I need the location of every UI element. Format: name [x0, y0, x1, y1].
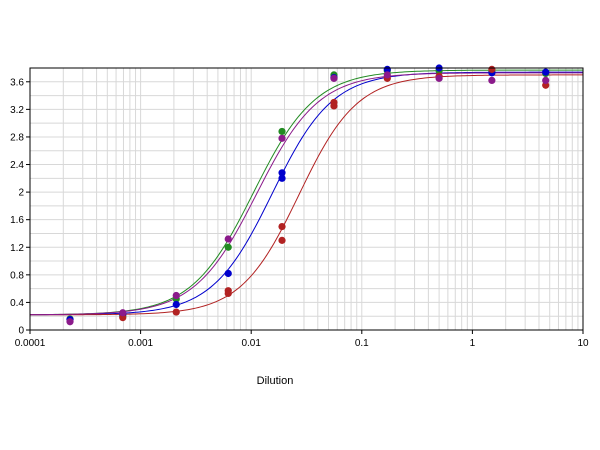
data-point: [383, 71, 391, 79]
data-point: [278, 169, 286, 177]
plot-frame: [29, 67, 584, 331]
y-tick-label: 2: [18, 188, 24, 199]
data-point: [66, 318, 74, 326]
x-tick-label: 0.001: [128, 338, 153, 349]
x-axis-label: Dilution: [257, 375, 294, 387]
data-point: [542, 68, 550, 76]
y-tick-label: 1.6: [10, 215, 24, 226]
data-point: [172, 291, 180, 300]
data-point: [119, 309, 127, 317]
x-tick-label: 1: [470, 338, 476, 349]
data-point: [278, 222, 286, 231]
y-tick-label: 2.8: [10, 132, 24, 143]
data-point: [172, 308, 180, 316]
data-point: [224, 269, 232, 278]
y-tick-label: 3.2: [10, 105, 24, 116]
data-point: [224, 243, 232, 251]
data-point: [435, 74, 443, 82]
x-tick-label: 0.1: [355, 338, 369, 349]
y-tick-label: 0.8: [10, 270, 24, 281]
y-tick-label: 1.2: [10, 243, 24, 254]
data-point: [278, 134, 286, 142]
y-tick-label: 0: [18, 326, 24, 337]
data-point: [278, 127, 286, 136]
y-axis-ticks: 0 0.4 0.8 1.2 1.6 2 2.4 2.8 3.2 3.6: [10, 77, 30, 337]
data-point: [488, 65, 496, 73]
data-point: [224, 235, 232, 243]
data-point: [488, 76, 496, 85]
data-points: [66, 64, 550, 326]
data-point: [278, 236, 286, 244]
data-point: [172, 300, 180, 309]
x-axis-ticks: 0.0001 0.001 0.01 0.1 1 10: [15, 330, 589, 349]
data-point: [330, 102, 338, 110]
grid-lines: [30, 68, 583, 330]
data-point: [330, 74, 338, 82]
data-point: [224, 289, 232, 298]
data-point: [278, 174, 286, 182]
x-tick-label: 0.01: [241, 338, 261, 349]
x-tick-label: 10: [577, 338, 589, 349]
y-tick-label: 2.4: [10, 160, 24, 171]
y-tick-label: 0.4: [10, 298, 24, 309]
y-tick-label: 3.6: [10, 77, 24, 88]
data-point: [542, 76, 550, 85]
x-tick-label: 0.0001: [15, 338, 46, 349]
